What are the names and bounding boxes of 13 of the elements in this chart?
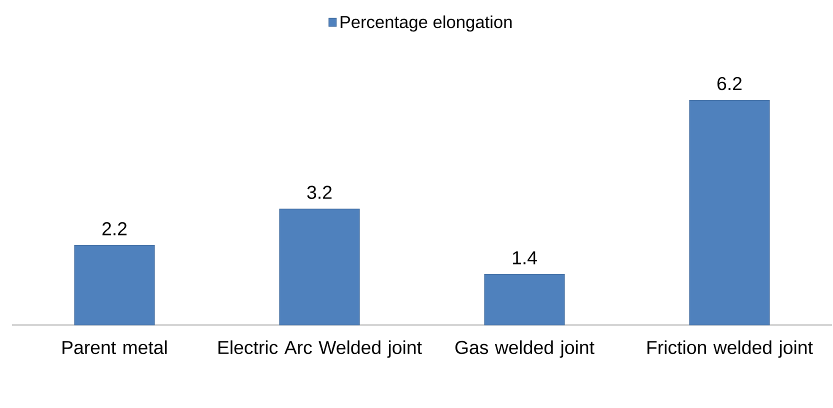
data-label: 1.4	[512, 251, 537, 264]
bar	[279, 208, 360, 326]
data-label: 6.2	[717, 76, 742, 90]
bar	[484, 274, 565, 326]
x-tick-label: Friction welded joint	[648, 340, 813, 358]
legend-label: Percentage elongation	[340, 15, 512, 32]
x-tick-label: Gas welded joint	[455, 340, 594, 358]
x-tick-label: Electric Arc Welded joint	[218, 340, 422, 358]
bar	[74, 244, 155, 326]
bar	[689, 100, 770, 326]
data-label: 3.2	[307, 186, 332, 199]
data-label: 2.2	[102, 222, 127, 236]
x-tick-label: Parent metal	[62, 340, 167, 354]
